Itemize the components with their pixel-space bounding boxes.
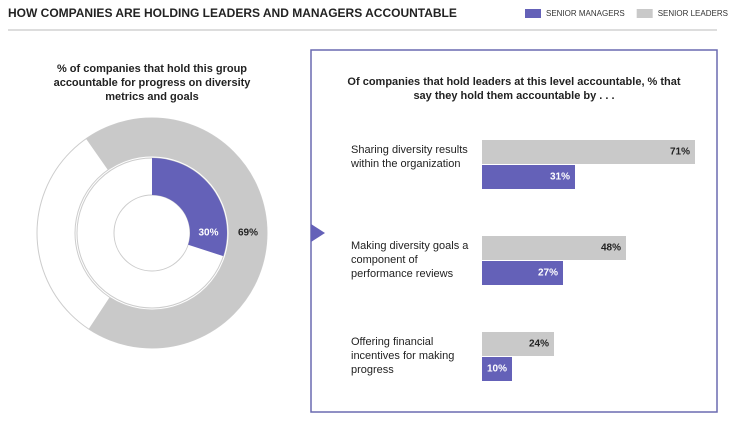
- bar: [482, 165, 575, 189]
- value-label: 10%: [487, 364, 507, 375]
- legend-label: SENIOR LEADERS: [658, 9, 728, 18]
- bar-title: Of companies that hold leaders at this l…: [347, 76, 681, 102]
- category-label: Sharing diversity results within the org…: [351, 144, 468, 170]
- bar: [482, 332, 554, 356]
- pointer: [311, 224, 325, 242]
- value-label: 30%: [198, 228, 218, 239]
- page-title: HOW COMPANIES ARE HOLDING LEADERS AND MA…: [8, 6, 457, 20]
- ring-outline: [113, 194, 191, 272]
- value-label: 48%: [601, 243, 621, 254]
- value-label: 31%: [550, 172, 570, 183]
- legend-swatch: [636, 9, 653, 18]
- legend-label: SENIOR MANAGERS: [546, 9, 625, 18]
- bar: [482, 140, 695, 164]
- donut-slice: [152, 158, 227, 257]
- category-label: Offering financial incentives for making…: [351, 336, 455, 376]
- value-label: 27%: [538, 268, 558, 279]
- category-label: Making diversity goals a component of pe…: [351, 240, 469, 280]
- value-label: 24%: [529, 339, 549, 350]
- value-label: 69%: [238, 228, 258, 239]
- donut-title: % of companies that hold this group acco…: [53, 63, 251, 103]
- bar: [482, 236, 626, 260]
- bar: [482, 357, 512, 381]
- bar: [482, 261, 563, 285]
- donut-slice: [86, 118, 267, 349]
- legend-swatch: [525, 9, 541, 18]
- value-label: 71%: [670, 147, 690, 158]
